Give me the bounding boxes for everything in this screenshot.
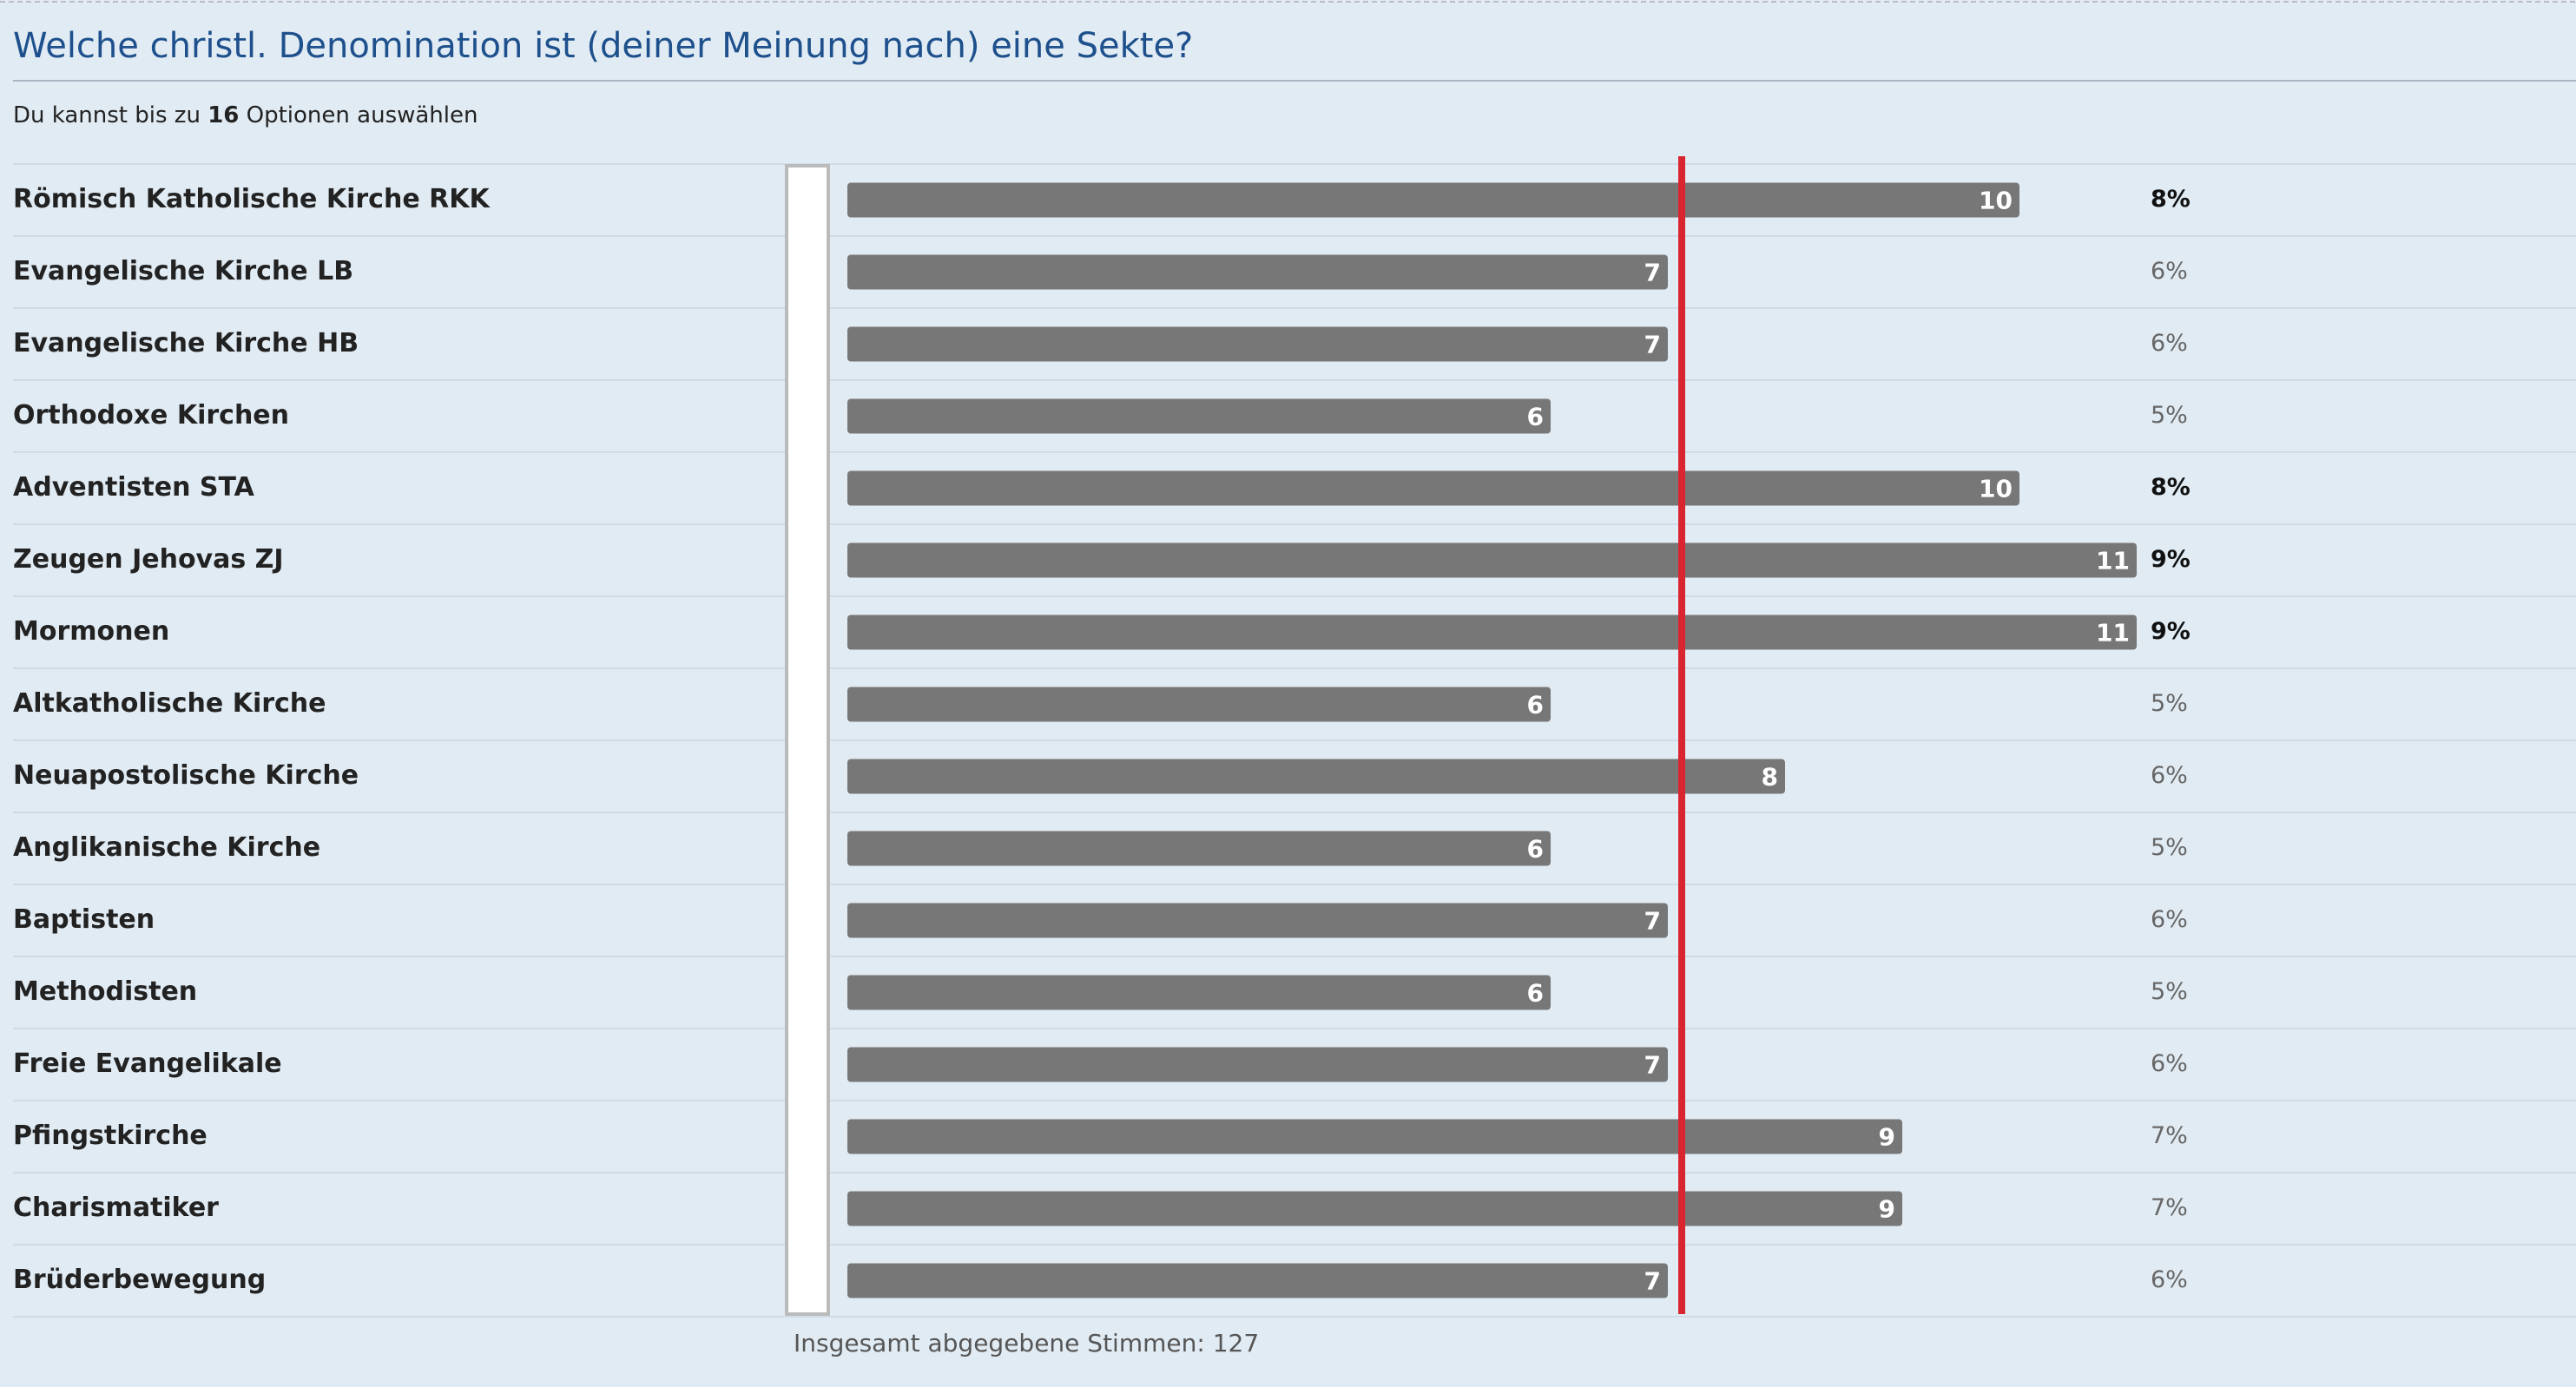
vote-bar — [847, 1119, 1902, 1154]
vote-count: 6 — [1527, 979, 1544, 1008]
option-percent: 7% — [2151, 1122, 2188, 1149]
total-count: 127 — [1213, 1329, 1259, 1357]
option-percent: 6% — [2151, 330, 2188, 357]
total-votes: Insgesamt abgegebene Stimmen: 127 — [794, 1329, 1259, 1357]
option-label: Baptisten — [13, 904, 155, 935]
option-label: Orthodoxe Kirchen — [13, 400, 289, 431]
column-box — [785, 164, 830, 1316]
vote-count: 7 — [1644, 259, 1661, 287]
subtitle-max: 16 — [208, 102, 239, 128]
option-percent: 6% — [2151, 906, 2188, 933]
subtitle-text: Optionen auswählen — [239, 102, 478, 128]
option-label: Mormonen — [13, 616, 169, 647]
poll-subtitle: Du kannst bis zu 16 Optionen auswählen — [13, 102, 478, 128]
vote-bar — [847, 831, 1551, 866]
option-percent: 5% — [2151, 834, 2188, 861]
option-percent: 5% — [2151, 402, 2188, 429]
option-percent: 6% — [2151, 1050, 2188, 1077]
option-label: Römisch Katholische Kirche RKK — [13, 184, 491, 214]
vote-bar — [847, 975, 1551, 1010]
vote-count: 10 — [1979, 187, 2013, 215]
vote-bar — [847, 254, 1668, 290]
option-percent: 5% — [2151, 690, 2188, 717]
option-label: Adventisten STA — [13, 472, 255, 503]
vote-count: 7 — [1644, 1267, 1661, 1296]
option-percent: 7% — [2151, 1194, 2188, 1221]
option-percent: 8% — [2151, 186, 2191, 213]
vote-count: 8 — [1762, 763, 1778, 792]
vote-bar — [847, 182, 2019, 218]
vote-bar — [847, 1263, 1668, 1298]
bars: 10 7 7 6 10 11 11 6 8 6 7 6 7 9 9 7 — [847, 182, 2137, 1298]
option-label: Neuapostolische Kirche — [13, 760, 359, 791]
option-label: Charismatiker — [13, 1193, 219, 1223]
total-label: Insgesamt abgegebene Stimmen: — [794, 1329, 1205, 1357]
option-percent: 9% — [2151, 618, 2191, 645]
vote-count: 10 — [1979, 475, 2013, 503]
vote-bar — [847, 1191, 1902, 1226]
option-percent: 6% — [2151, 258, 2188, 285]
subtitle-text: Du kannst bis zu — [13, 102, 208, 128]
vote-bar — [847, 1047, 1668, 1082]
vote-count: 6 — [1527, 691, 1544, 720]
options: Römisch Katholische Kirche RKK 8% Evangeli… — [13, 163, 2576, 1318]
option-label: Pfingstkirche — [13, 1121, 208, 1151]
vote-bar — [847, 398, 1551, 434]
vote-count: 7 — [1644, 331, 1661, 359]
vote-bar — [847, 542, 2137, 578]
vote-bar — [847, 759, 1785, 794]
option-percent: 9% — [2151, 546, 2191, 573]
vote-count: 9 — [1879, 1123, 1895, 1152]
option-label: Brüderbewegung — [13, 1265, 266, 1295]
option-label: Altkatholische Kirche — [13, 688, 326, 719]
option-percent: 6% — [2151, 762, 2188, 789]
vote-count: 7 — [1644, 1051, 1661, 1080]
poll-title: Welche christl. Denomination ist (deiner… — [13, 26, 1193, 66]
option-label: Methodisten — [13, 976, 197, 1007]
option-label: Evangelische Kirche HB — [13, 328, 359, 358]
vote-bar — [847, 615, 2137, 650]
vote-bar — [847, 687, 1551, 722]
vote-bar — [847, 903, 1668, 938]
vote-count: 11 — [2096, 547, 2130, 575]
option-label: Zeugen Jehovas ZJ — [13, 544, 284, 575]
vote-count: 9 — [1879, 1195, 1895, 1224]
vote-count: 7 — [1644, 907, 1661, 936]
option-label: Anglikanische Kirche — [13, 832, 320, 863]
option-label: Freie Evangelikale — [13, 1048, 282, 1079]
vote-count: 6 — [1527, 835, 1544, 864]
option-percent: 5% — [2151, 978, 2188, 1005]
option-percent: 6% — [2151, 1266, 2188, 1293]
vote-bar — [847, 470, 2019, 506]
vote-count: 11 — [2096, 619, 2130, 647]
option-label: Evangelische Kirche LB — [13, 256, 353, 286]
option-percent: 8% — [2151, 474, 2191, 501]
vote-bar — [847, 326, 1668, 362]
vote-count: 6 — [1527, 403, 1544, 431]
marker-line — [1678, 156, 1685, 1314]
